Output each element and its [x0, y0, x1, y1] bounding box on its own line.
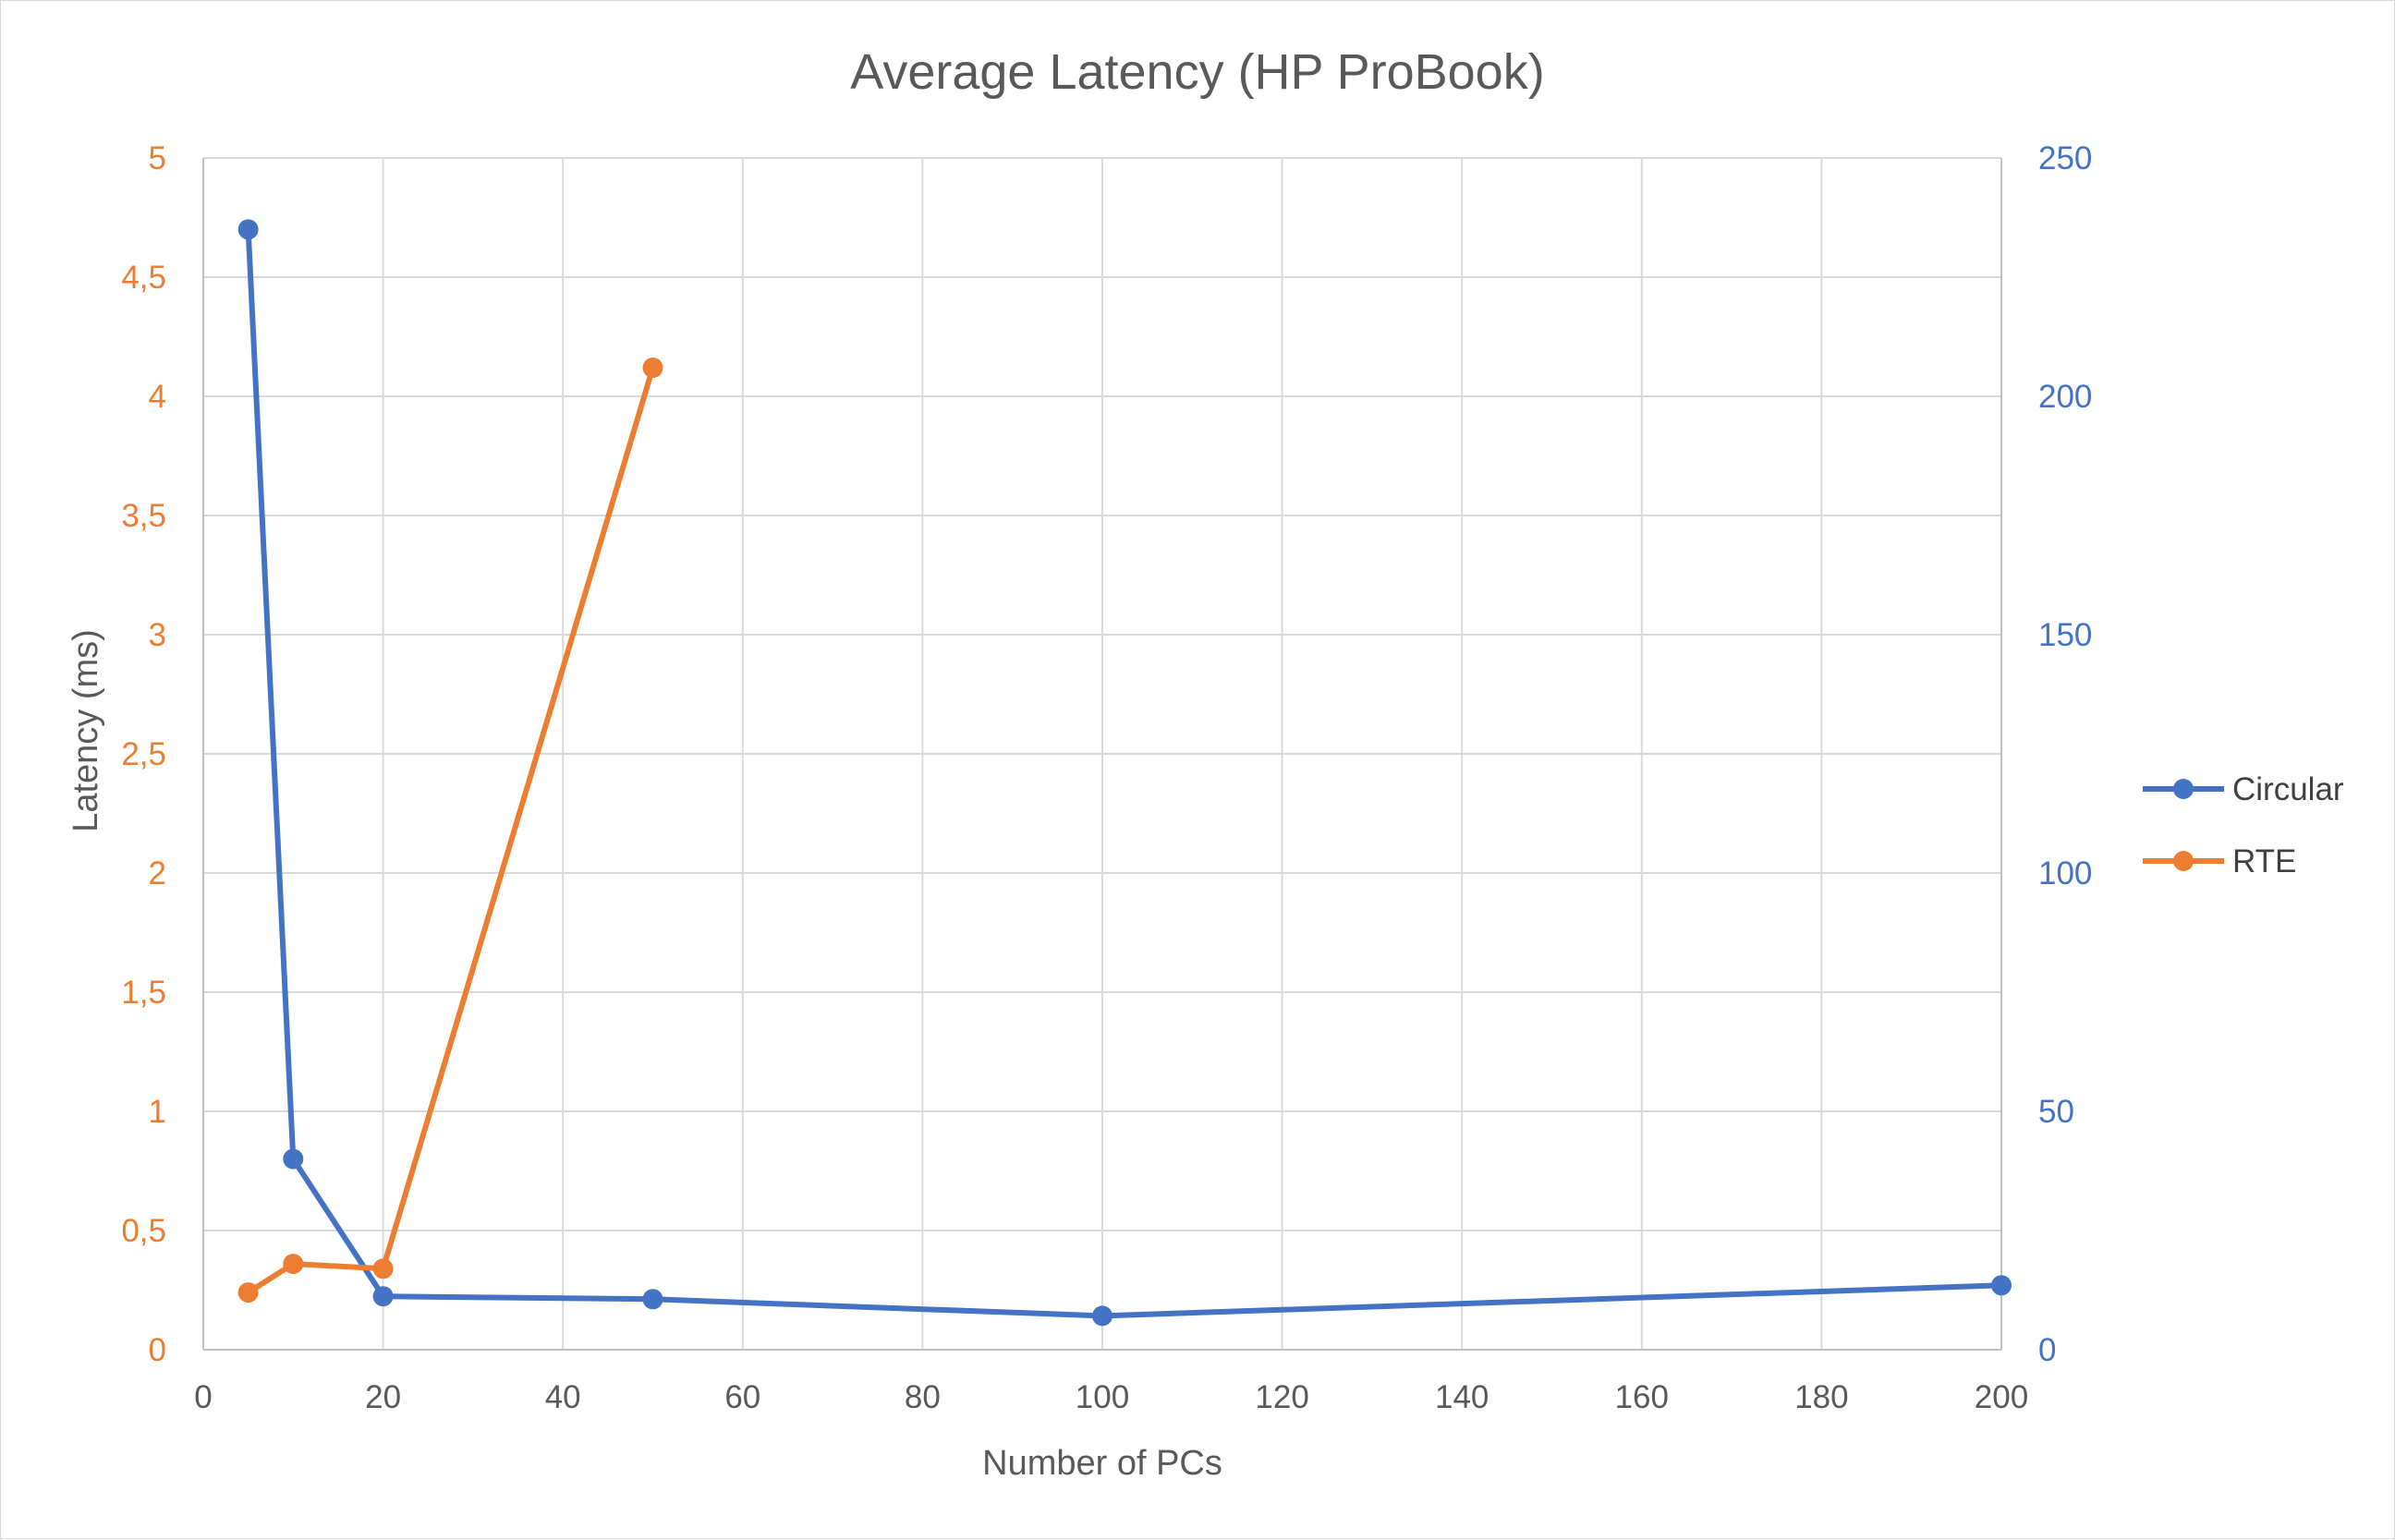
- series-layer: [237, 219, 2012, 1327]
- gridlines: [202, 157, 2002, 1351]
- series-line-circular: [245, 229, 2002, 1319]
- y-left-tick-label: 1,5: [121, 975, 166, 1011]
- y-right-tick-label: 250: [2038, 140, 2092, 176]
- legend-marker-circular: [2173, 779, 2194, 799]
- legend-marker-rte: [2173, 851, 2194, 871]
- y-left-tick-label: 0,5: [121, 1213, 166, 1249]
- y-left-tick-label: 2: [149, 855, 166, 891]
- legend-label-rte: RTE: [2232, 843, 2296, 879]
- y-right-tick-label: 150: [2038, 617, 2092, 653]
- x-tick-label: 20: [365, 1379, 401, 1415]
- data-point-rte: [642, 358, 663, 379]
- y-left-tick-label: 4,5: [121, 260, 166, 296]
- x-tick-label: 80: [905, 1379, 941, 1415]
- x-axis-title: Number of PCs: [982, 1444, 1222, 1483]
- axes: [202, 158, 2002, 1351]
- x-tick-label: 100: [1076, 1379, 1129, 1415]
- y-left-tick-label: 0: [149, 1332, 166, 1368]
- x-tick-label: 0: [194, 1379, 212, 1415]
- y-right-tick-label: 100: [2038, 855, 2092, 891]
- y-left-tick-label: 5: [149, 140, 166, 176]
- data-point-rte: [237, 1282, 259, 1304]
- x-tick-label: 180: [1794, 1379, 1848, 1415]
- data-point-circular: [1991, 1275, 2012, 1296]
- data-point-circular: [1092, 1305, 1112, 1327]
- data-point-rte: [372, 1258, 394, 1279]
- y-left-tick-label: 2,5: [121, 736, 166, 772]
- x-tick-label: 140: [1435, 1379, 1489, 1415]
- y-left-tick-label: 1: [149, 1094, 166, 1130]
- data-point-circular: [283, 1148, 304, 1170]
- x-tick-label: 120: [1255, 1379, 1308, 1415]
- y-right-tick-label: 0: [2038, 1332, 2056, 1368]
- legend: Circular RTE: [2143, 771, 2344, 879]
- y-left-tick-label: 4: [149, 379, 166, 415]
- x-tick-label: 40: [545, 1379, 581, 1415]
- chart-title: Average Latency (HP ProBook): [850, 44, 1544, 100]
- x-tick-label: 200: [1975, 1379, 2028, 1415]
- series-line-rte: [247, 367, 656, 1295]
- y-left-tick-label: 3: [149, 617, 166, 653]
- data-point-circular: [237, 219, 259, 240]
- y-right-tick-label: 50: [2038, 1094, 2074, 1130]
- x-tick-label: 160: [1615, 1379, 1669, 1415]
- x-tick-label: 60: [724, 1379, 760, 1415]
- data-point-rte: [283, 1254, 304, 1275]
- legend-label-circular: Circular: [2232, 771, 2344, 807]
- data-point-circular: [642, 1289, 663, 1310]
- y-axis-title: Latency (ms): [67, 629, 105, 832]
- y-left-tick-label: 3,5: [121, 498, 166, 534]
- y-right-tick-label: 200: [2038, 379, 2092, 415]
- data-point-circular: [372, 1286, 394, 1307]
- tick-labels: 0 20 40 60 80 100 120 140 160 180 20000,511,522,53…: [121, 140, 2092, 1415]
